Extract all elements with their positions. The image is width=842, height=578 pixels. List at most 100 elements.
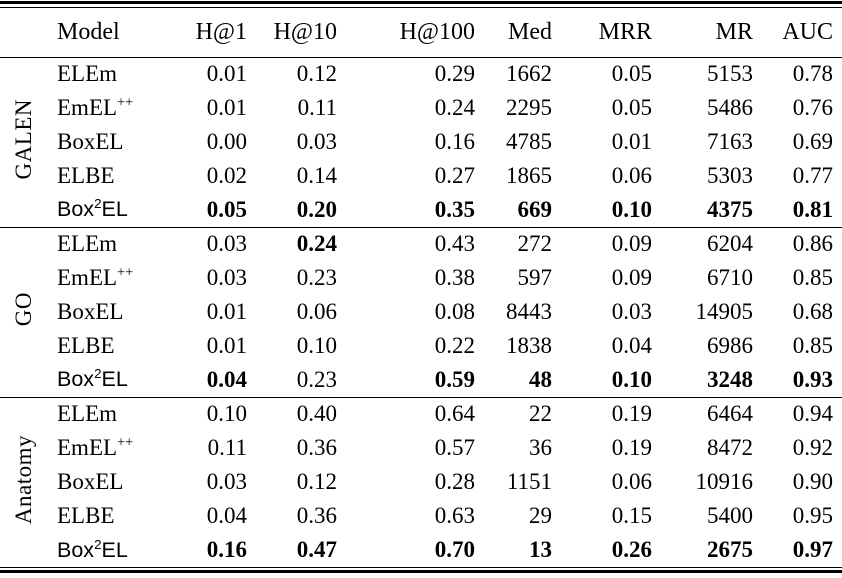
column-header-med: Med [508, 18, 552, 45]
value-cell: 272 [517, 231, 553, 257]
value-cell: 0.01 [611, 129, 652, 154]
value-cell: 0.10 [611, 366, 652, 392]
value-cell: 6464 [707, 401, 753, 427]
value-cell: 0.19 [611, 435, 652, 460]
table-row: ELBE 0.01 0.10 0.22 1838 0.04 6986 0.85 [0, 329, 842, 363]
value-cell: 0.05 [206, 196, 247, 222]
value-cell: 0.19 [611, 401, 652, 427]
table-row: BoxEL 0.00 0.03 0.16 4785 0.01 7163 0.69 [0, 125, 842, 159]
column-header-auc: AUC [782, 18, 833, 45]
model-name: Box2EL [57, 196, 128, 222]
value-cell: 2295 [506, 95, 552, 120]
value-cell: 0.05 [611, 95, 652, 120]
value-cell: 1838 [506, 333, 552, 358]
table-row: EmEL++ 0.11 0.36 0.57 36 0.19 8472 0.92 [0, 431, 842, 465]
value-cell: 0.85 [792, 333, 833, 358]
value-cell: 0.15 [611, 503, 652, 528]
value-cell: 0.40 [296, 401, 337, 427]
value-cell: 0.01 [206, 95, 247, 120]
value-cell: 0.36 [296, 435, 337, 460]
table-header: Model H@1 H@10 H@100 Med MRR MR AUC [0, 8, 842, 57]
value-cell: 0.01 [206, 299, 247, 324]
model-name: Box2EL [57, 366, 128, 392]
value-cell: 4785 [506, 129, 552, 154]
table-row: ELBE 0.04 0.36 0.63 29 0.15 5400 0.95 [0, 499, 842, 533]
model-name: BoxEL [57, 299, 124, 324]
value-cell: 5400 [707, 503, 753, 528]
model-name: BoxEL [57, 129, 124, 154]
value-cell: 0.59 [434, 366, 475, 392]
group-label-text: GALEN [11, 98, 36, 180]
value-cell: 0.06 [611, 469, 652, 494]
model-name: EmEL++ [57, 264, 134, 290]
value-cell: 0.69 [792, 129, 833, 154]
value-cell: 4375 [707, 196, 753, 222]
model-name: EmEL++ [57, 434, 134, 460]
model-name: ELBE [57, 163, 115, 188]
value-cell: 0.43 [434, 231, 475, 257]
value-cell: 0.02 [206, 163, 247, 188]
bottom-rule-thick [0, 570, 842, 573]
value-cell: 0.77 [792, 163, 833, 188]
value-cell: 2675 [707, 537, 753, 562]
table-row: Box2EL 0.05 0.20 0.35 669 0.10 4375 0.81 [0, 193, 842, 227]
value-cell: 0.90 [792, 469, 833, 494]
bottom-rule-thin [0, 567, 842, 568]
group-label-text: Anatomy [11, 434, 36, 524]
value-cell: 3248 [707, 366, 753, 392]
value-cell: 0.16 [434, 129, 475, 154]
column-header-mr: MR [715, 18, 753, 45]
value-cell: 0.10 [611, 196, 652, 222]
value-cell: 0.09 [611, 265, 652, 290]
model-name: Box2EL [57, 536, 128, 562]
value-cell: 7163 [707, 129, 753, 154]
value-cell: 0.94 [792, 401, 833, 427]
model-name: ELBE [57, 333, 115, 358]
value-cell: 0.23 [296, 265, 337, 290]
value-cell: 5153 [707, 61, 753, 87]
value-cell: 669 [517, 196, 553, 222]
value-cell: 0.23 [296, 366, 337, 392]
column-header-mrr: MRR [598, 18, 652, 45]
group-label-anatomy: Anatomy [0, 397, 48, 567]
value-cell: 6710 [707, 265, 753, 290]
value-cell: 13 [529, 537, 552, 562]
value-cell: 0.04 [206, 503, 247, 528]
value-cell: 0.04 [611, 333, 652, 358]
value-cell: 0.06 [296, 299, 337, 324]
value-cell: 0.26 [611, 537, 652, 562]
value-cell: 0.22 [434, 333, 475, 358]
value-cell: 0.06 [611, 163, 652, 188]
value-cell: 0.04 [206, 366, 247, 392]
results-table: Model H@1 H@10 H@100 Med MRR MR AUC GALE… [0, 8, 842, 567]
model-name: ELEm [57, 231, 118, 257]
group-label-go: GO [0, 227, 48, 397]
group-anatomy: Anatomy ELEm 0.10 0.40 0.64 22 0.19 6464 0.94 EmE… [0, 397, 842, 567]
value-cell: 597 [517, 265, 553, 290]
table-row: Anatomy ELEm 0.10 0.40 0.64 22 0.19 6464 0.94 [0, 397, 842, 524]
value-cell: 6204 [707, 231, 753, 257]
value-cell: 29 [529, 503, 552, 528]
value-cell: 0.01 [206, 61, 247, 87]
value-cell: 0.70 [434, 537, 475, 562]
table-row: Box2EL 0.16 0.47 0.70 13 0.26 2675 0.97 [0, 533, 842, 567]
column-header-h100: H@100 [399, 18, 475, 45]
value-cell: 0.95 [792, 503, 833, 528]
value-cell: 0.57 [434, 435, 475, 460]
value-cell: 0.08 [434, 299, 475, 324]
table-row: GO ELEm 0.03 0.24 0.43 272 0.09 6204 0.86 [0, 227, 842, 326]
value-cell: 0.03 [206, 231, 247, 257]
value-cell: 0.14 [296, 163, 337, 188]
value-cell: 0.47 [296, 537, 337, 562]
value-cell: 0.76 [792, 95, 833, 120]
header-corner-cell [0, 8, 48, 57]
table-row: BoxEL 0.01 0.06 0.08 8443 0.03 14905 0.68 [0, 295, 842, 329]
group-galen: GALEN ELEm 0.01 0.12 0.29 1662 0.05 5153 0.78 EmE… [0, 57, 842, 227]
value-cell: 1151 [506, 469, 552, 494]
value-cell: 0.92 [792, 435, 833, 460]
model-name: ELBE [57, 503, 115, 528]
top-rule-thick [0, 1, 842, 4]
value-cell: 0.03 [206, 265, 247, 290]
value-cell: 0.97 [792, 537, 833, 562]
model-name: ELEm [57, 401, 118, 427]
